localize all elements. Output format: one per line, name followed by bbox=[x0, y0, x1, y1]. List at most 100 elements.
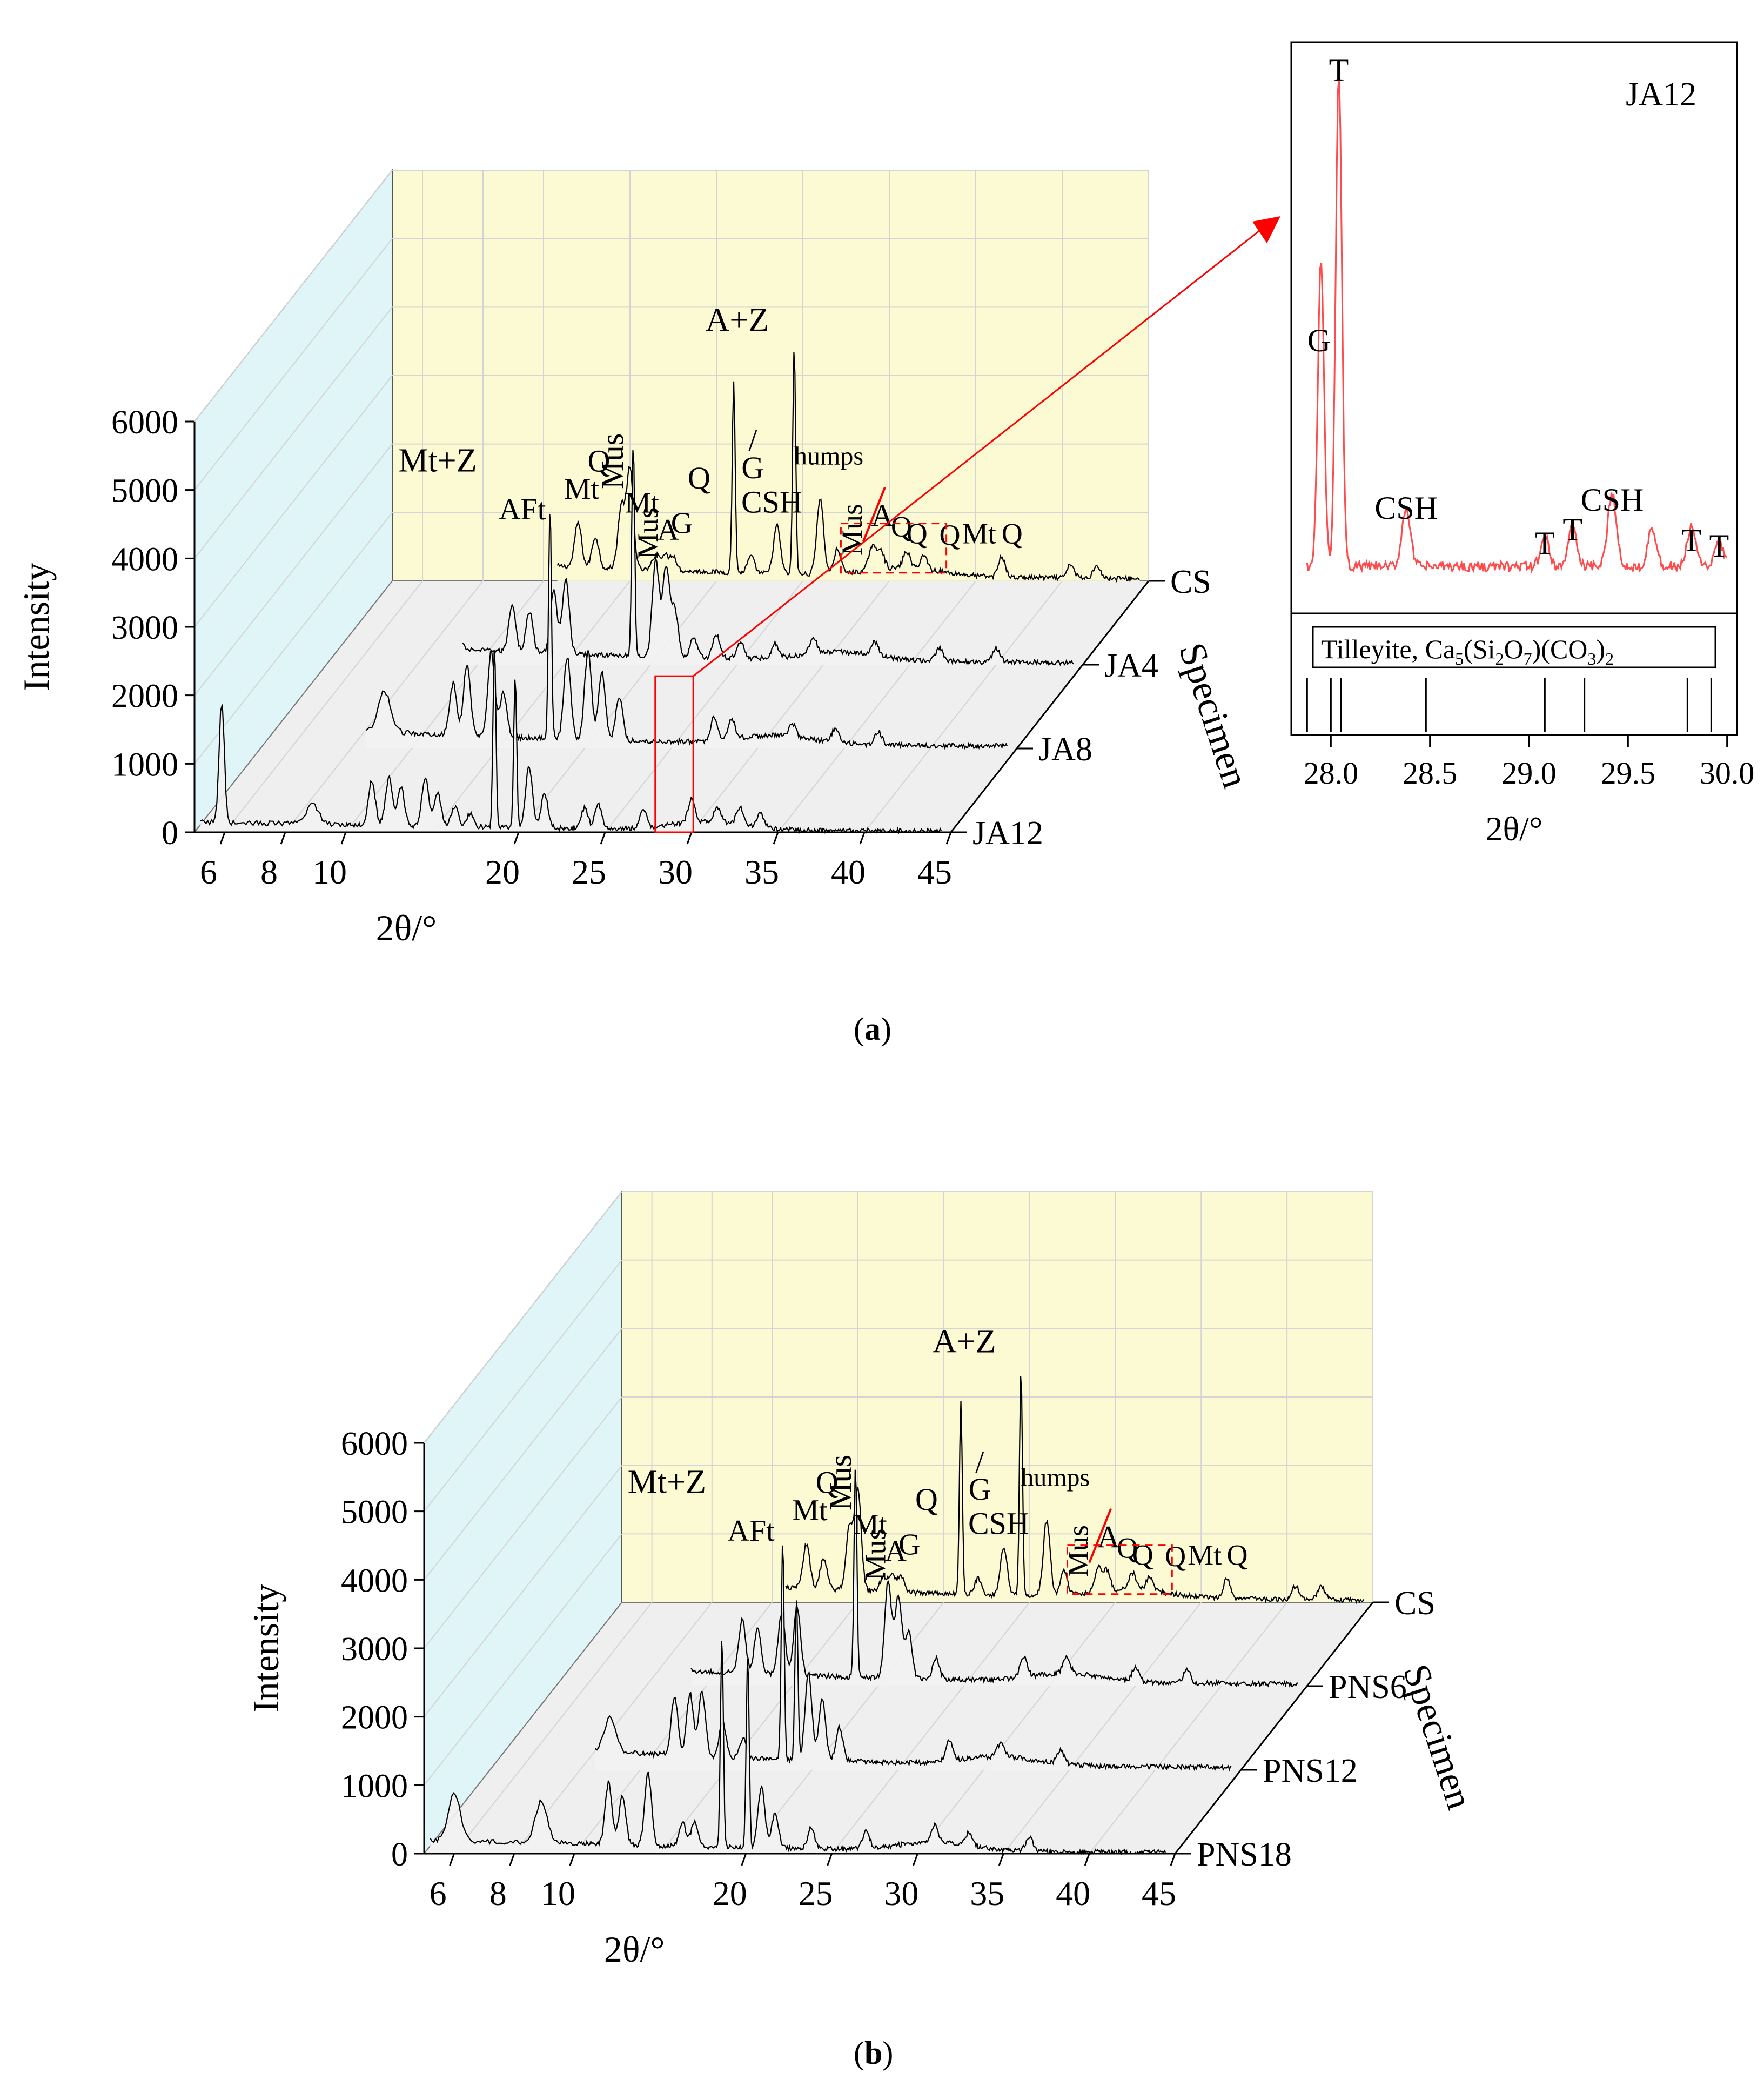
specimen-axis bbox=[1174, 1602, 1374, 1854]
y-tick-label: 3000 bbox=[111, 610, 178, 646]
x-tick bbox=[773, 832, 779, 845]
peak-label: A bbox=[885, 1535, 907, 1568]
reference-subscript: 5 bbox=[1455, 649, 1464, 668]
y-axis-label: Intensity bbox=[245, 1584, 286, 1713]
x-tick bbox=[686, 832, 693, 845]
y-tick-label: 1000 bbox=[111, 746, 178, 783]
x-tick bbox=[509, 1853, 515, 1866]
peak-label: Q bbox=[688, 460, 710, 496]
series-line-PNS18 bbox=[430, 1641, 1166, 1856]
series-line-PNS12 bbox=[594, 1545, 1232, 1772]
inset-x-tick-label: 29.0 bbox=[1501, 755, 1557, 791]
inset-title: JA12 bbox=[1626, 76, 1696, 113]
reference-text: )(CO bbox=[1532, 634, 1588, 664]
specimen-label-JA12: JA12 bbox=[972, 815, 1043, 852]
peak-label: G bbox=[741, 450, 764, 485]
inset-x-axis-label: 2θ/° bbox=[1485, 810, 1542, 848]
x-tick bbox=[913, 1853, 918, 1866]
inset-peak-label: CSH bbox=[1581, 482, 1644, 518]
grid-line bbox=[424, 1396, 622, 1649]
peak-label: Mt+Z bbox=[398, 442, 477, 479]
grid-line bbox=[1089, 1602, 1287, 1854]
specimen-label-JA4: JA4 bbox=[1104, 647, 1158, 684]
reference-subscript: 2 bbox=[1495, 649, 1504, 668]
peak-label: Mt bbox=[853, 1508, 887, 1540]
grid-line bbox=[432, 580, 631, 833]
inset-frame bbox=[1290, 41, 1738, 736]
x-tick bbox=[998, 1853, 1004, 1866]
y-tick-label: 4000 bbox=[341, 1562, 408, 1599]
humps-pointer bbox=[862, 486, 886, 542]
grid-line bbox=[194, 444, 393, 696]
caption-b-letter: b bbox=[864, 2035, 883, 2071]
y-tick-label: 2000 bbox=[341, 1700, 408, 1736]
x-tick-label: 40 bbox=[1056, 1874, 1090, 1913]
specimen-label-CS: CS bbox=[1394, 1585, 1436, 1622]
peak-label: Mt bbox=[792, 1494, 828, 1527]
series-line-JA12 bbox=[200, 649, 942, 835]
x-tick-label: 25 bbox=[572, 853, 606, 891]
x-tick bbox=[945, 832, 952, 845]
inset-peak-label: G bbox=[1307, 323, 1331, 358]
specimen-label-CS: CS bbox=[1170, 564, 1211, 600]
series-line-PNS6 bbox=[690, 1469, 1298, 1688]
x-tick bbox=[600, 832, 606, 845]
x-tick-label: 25 bbox=[799, 1874, 833, 1913]
peak-label: Mt+Z bbox=[628, 1463, 706, 1500]
peak-label: Q bbox=[816, 1465, 839, 1500]
x-tick-label: 6 bbox=[430, 1874, 447, 1913]
peak-label: Q bbox=[940, 519, 961, 551]
peak-label: A+Z bbox=[706, 302, 769, 339]
peak-label: humps bbox=[1021, 1463, 1090, 1492]
y-tick-label: 3000 bbox=[341, 1631, 408, 1668]
x-tick-label: 30 bbox=[658, 853, 693, 891]
peak-label: humps bbox=[794, 442, 863, 471]
inset-peak-label: T bbox=[1681, 523, 1701, 558]
panel-b-chart: CS PNS6 PNS12 PNS18 6 8 10 20 25 30 35 40 45 2θ/° 0 100… bbox=[245, 1190, 1481, 1970]
reference-legend-box bbox=[1312, 626, 1716, 668]
zoom-box bbox=[654, 675, 694, 833]
x-tick bbox=[513, 832, 520, 845]
grid-line bbox=[605, 580, 803, 833]
peak-label: Q bbox=[1117, 1532, 1138, 1564]
x-tick-label: 30 bbox=[884, 1874, 918, 1913]
series-fill-CS bbox=[557, 352, 1140, 581]
peak-label: CSH bbox=[968, 1506, 1029, 1541]
grid-line bbox=[424, 1465, 622, 1717]
x-tick bbox=[340, 832, 347, 845]
grid-line bbox=[194, 512, 393, 764]
inset-peak-label: T bbox=[1709, 528, 1729, 564]
specimen-label-PNS12: PNS12 bbox=[1263, 1753, 1358, 1789]
z-axis-label: Specimen bbox=[1171, 638, 1257, 793]
z-axis-label: Specimen bbox=[1395, 1660, 1481, 1814]
grid-line bbox=[194, 375, 393, 627]
grid-line bbox=[194, 238, 393, 491]
x-tick bbox=[1170, 1853, 1176, 1866]
x-tick bbox=[449, 1853, 455, 1866]
x-axis-label: 2θ/° bbox=[604, 1929, 665, 1970]
series-line-JA8 bbox=[366, 513, 1008, 750]
x-tick-label: 35 bbox=[744, 853, 779, 891]
humps-box bbox=[1066, 1544, 1173, 1595]
humps-pointer bbox=[1088, 1508, 1112, 1563]
peak-label: / bbox=[748, 423, 757, 458]
peak-label: AFt bbox=[728, 1514, 775, 1548]
grid-line bbox=[831, 1602, 1030, 1854]
y-tick-label: 6000 bbox=[111, 404, 178, 441]
x-tick-label: 8 bbox=[489, 1874, 507, 1913]
peak-label: Mt bbox=[625, 486, 659, 519]
reference-text: ) bbox=[1596, 634, 1605, 664]
peak-label: G bbox=[671, 506, 693, 540]
x-tick-label: 40 bbox=[831, 853, 866, 891]
inset-peak-label: T bbox=[1329, 52, 1349, 88]
reference-text: O bbox=[1504, 634, 1524, 664]
peak-label: Mus bbox=[823, 1455, 858, 1510]
caption-b: (b) bbox=[854, 2035, 894, 2071]
specimen-axis bbox=[950, 580, 1150, 833]
peak-label: Q bbox=[1002, 517, 1023, 550]
grid-line bbox=[194, 306, 393, 559]
x-tick-label: 8 bbox=[260, 853, 278, 891]
specimen-label-PNS18: PNS18 bbox=[1197, 1836, 1292, 1873]
peak-label: / bbox=[975, 1444, 984, 1479]
